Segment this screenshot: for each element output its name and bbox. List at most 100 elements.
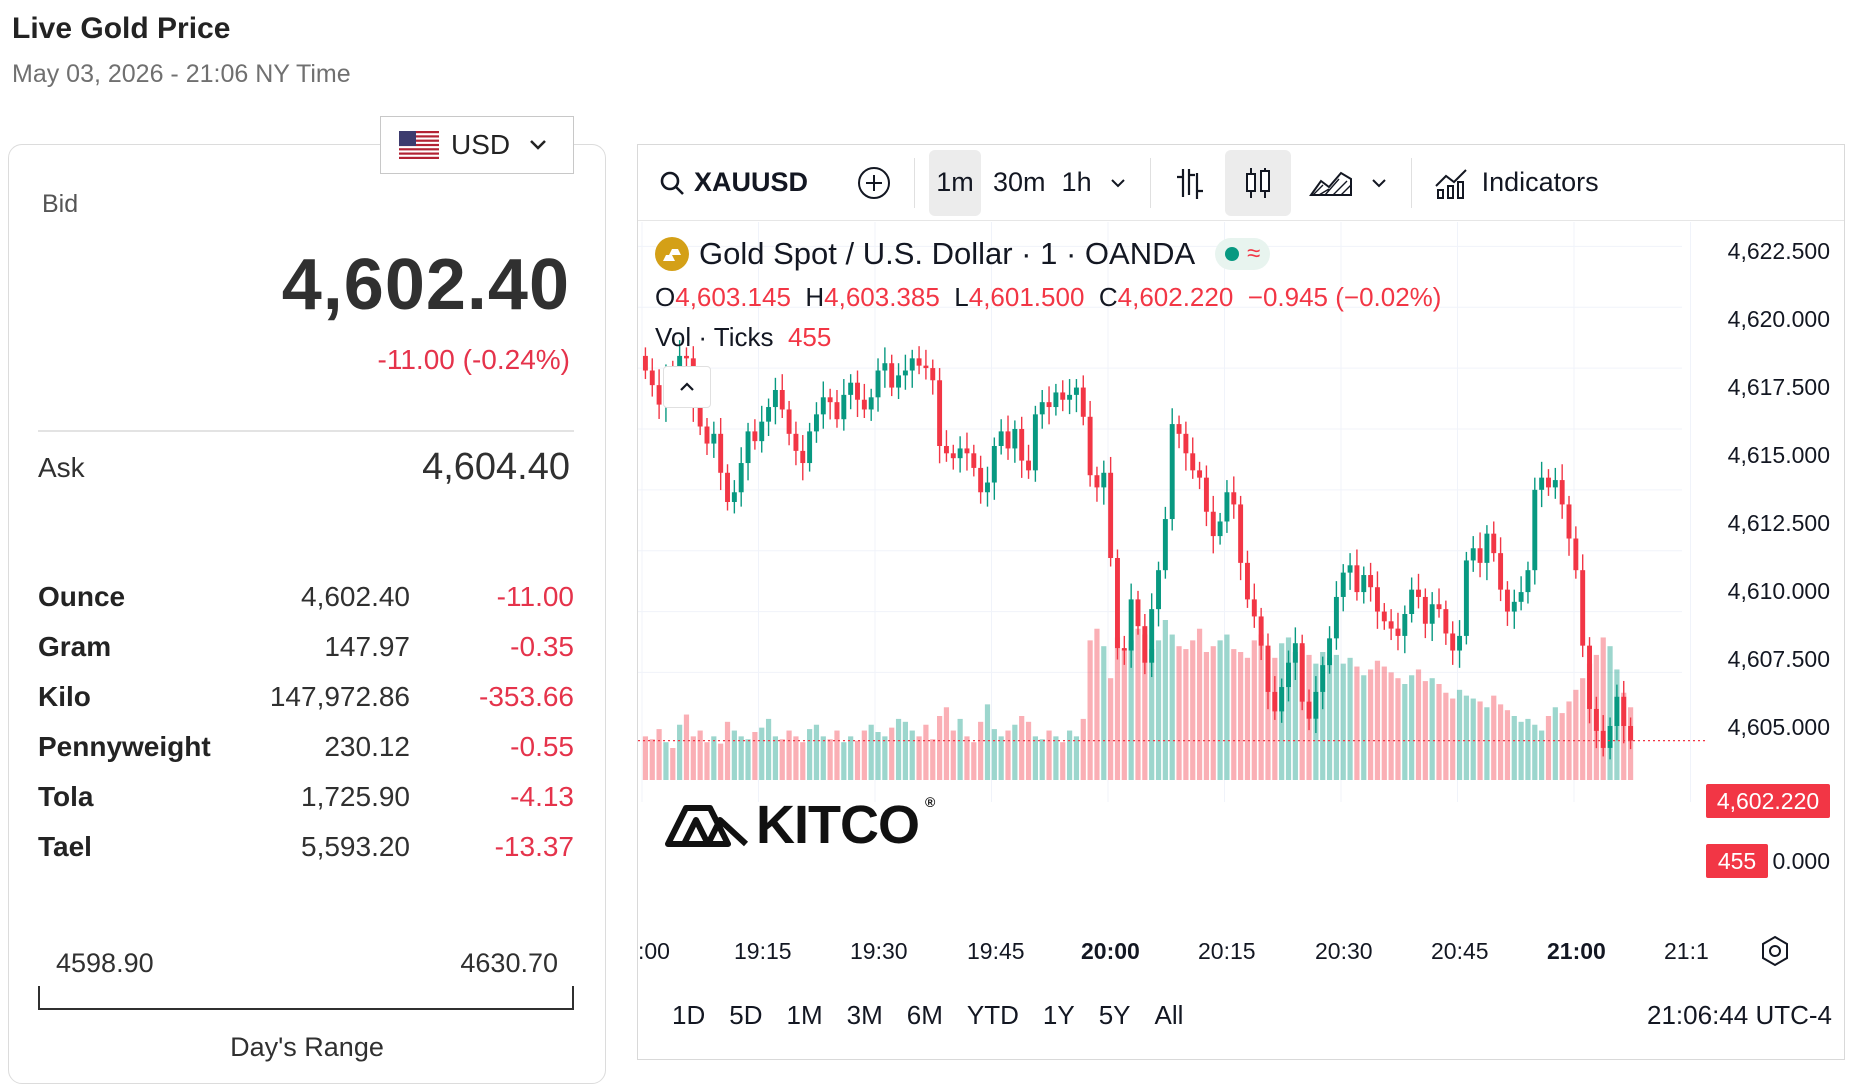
range-1d[interactable]: 1D <box>672 1000 706 1030</box>
volume-bar <box>1320 652 1326 780</box>
candle-body <box>1525 570 1531 593</box>
candle-body <box>1067 394 1073 400</box>
separator <box>1410 157 1412 208</box>
volume-bar <box>875 732 881 780</box>
unit-change: -353.66 <box>479 681 574 712</box>
candle-body <box>1600 730 1606 748</box>
ask-label: Ask <box>38 452 85 483</box>
bid-change: -11.00 (-0.24%) <box>377 344 570 375</box>
candle-body <box>1197 470 1203 478</box>
candle-body <box>786 409 792 434</box>
volume-bar <box>895 718 902 780</box>
candles-style-button[interactable] <box>1224 149 1291 216</box>
volume-bar <box>1381 666 1387 780</box>
candle-body <box>1621 696 1627 726</box>
volume-bar <box>1060 742 1066 780</box>
volume-bar <box>697 730 703 780</box>
candle-body <box>766 407 772 422</box>
price-chart-plot[interactable] <box>638 222 1798 922</box>
range-1y[interactable]: 1Y <box>1042 1000 1075 1030</box>
candle-body <box>1409 589 1415 614</box>
candle-body <box>793 433 799 451</box>
unit-name: Pennyweight <box>38 731 211 762</box>
volume-bar <box>1190 640 1196 780</box>
unit-change: -13.37 <box>494 831 574 862</box>
range-3m[interactable]: 3M <box>846 1000 883 1030</box>
unit-price: 230.12 <box>324 731 410 762</box>
candle-body <box>684 355 689 359</box>
range-5y[interactable]: 5Y <box>1098 1000 1131 1030</box>
volume-bar <box>649 739 655 780</box>
range-ytd[interactable]: YTD <box>966 1000 1019 1030</box>
separator <box>1149 157 1151 208</box>
volume-bar <box>724 721 731 780</box>
volume-bar <box>861 730 867 780</box>
candle-body <box>1169 424 1175 520</box>
gold-bars-icon <box>655 237 689 271</box>
volume-bar <box>772 736 779 780</box>
bar-style-button[interactable] <box>1165 150 1215 216</box>
candle-body <box>971 453 977 468</box>
volume-bar <box>1019 716 1025 780</box>
indicators-button[interactable]: Indicators <box>1426 150 1607 216</box>
area-style-button[interactable] <box>1301 150 1361 216</box>
volume-bar <box>1087 640 1093 780</box>
candle-body <box>902 370 908 376</box>
candle-body <box>1135 599 1141 627</box>
unit-name: Gram <box>38 631 112 662</box>
candle-body <box>1552 480 1558 488</box>
table-row: Gram 147.97 -0.35 <box>38 622 578 672</box>
divider <box>38 430 574 432</box>
candle-body <box>1518 592 1524 602</box>
interval-1m[interactable]: 1m <box>929 149 982 216</box>
interval-1h[interactable]: 1h <box>1061 167 1092 197</box>
volume-bar <box>1094 628 1100 780</box>
range-all[interactable]: All <box>1154 1000 1184 1030</box>
volume-bar <box>1135 628 1141 780</box>
market-open-dot <box>1225 247 1240 261</box>
range-1m[interactable]: 1M <box>786 1000 823 1030</box>
range-5d[interactable]: 5D <box>729 1000 763 1030</box>
unit-change: -4.13 <box>510 781 574 812</box>
volume-bar <box>765 718 772 780</box>
currency-select[interactable]: USD <box>380 116 574 174</box>
volume-bar <box>1340 663 1346 780</box>
volume-bar <box>1073 736 1080 780</box>
area-chart-icon <box>1308 171 1352 196</box>
volume-bar <box>1347 657 1353 780</box>
range-6m[interactable]: 6M <box>906 1000 943 1030</box>
volume-bar <box>1368 669 1374 780</box>
timestamp: May 03, 2026 - 21:06 NY Time <box>12 60 351 88</box>
candle-body <box>985 482 990 493</box>
volume-bar <box>1374 660 1381 780</box>
compare-button[interactable] <box>848 150 900 216</box>
x-tick-label: :00 <box>638 938 670 964</box>
volume-bar <box>1217 640 1223 780</box>
unit-table: Ounce 4,602.40 -11.00 Gram 147.97 -0.35 Kilo… <box>38 572 578 872</box>
symbol-search-button[interactable]: XAUUSD <box>638 150 816 216</box>
data-delay-icon: ≈ <box>1247 240 1261 267</box>
close-label: C <box>1098 282 1118 312</box>
interval-dropdown[interactable] <box>1100 150 1136 216</box>
volume-bar <box>834 730 840 780</box>
candle-body <box>807 431 813 464</box>
unit-name: Kilo <box>38 681 91 712</box>
open-value: 4,603.145 <box>675 282 791 312</box>
candle-body <box>649 370 655 386</box>
candle-body <box>1156 570 1161 610</box>
y-tick-label: 4,605.000 <box>1727 714 1830 740</box>
volume-bar <box>1436 684 1442 780</box>
market-status-pill[interactable]: ≈ <box>1215 238 1271 270</box>
collapse-legend-button[interactable] <box>663 366 711 408</box>
range-label: Day's Range <box>230 1032 384 1062</box>
axis-settings-icon[interactable] <box>1758 934 1792 968</box>
volume-bar <box>1552 707 1558 780</box>
us-flag-icon <box>399 131 439 159</box>
x-tick-label: 19:15 <box>734 938 792 964</box>
candle-body <box>1559 480 1565 505</box>
volume-bar <box>1504 710 1511 780</box>
candle-body <box>1060 392 1066 400</box>
chart-type-dropdown[interactable] <box>1361 150 1397 216</box>
volume-bar <box>1573 689 1579 780</box>
interval-30m[interactable]: 30m <box>993 167 1046 197</box>
